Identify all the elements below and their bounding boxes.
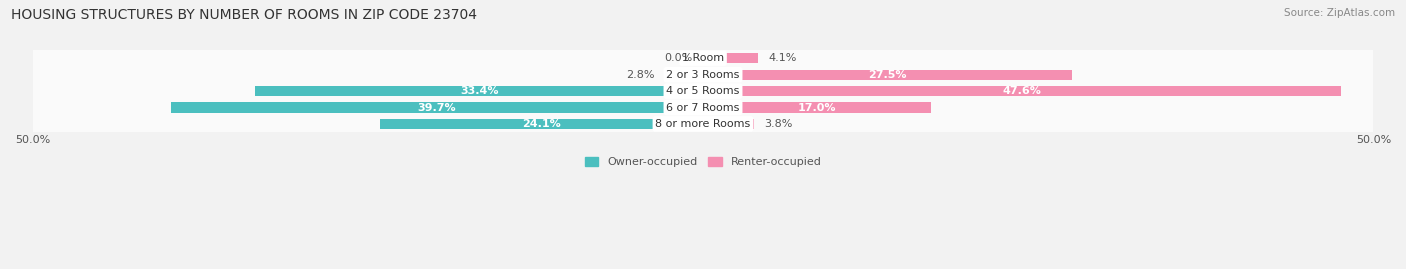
Text: 39.7%: 39.7% — [418, 102, 456, 112]
Text: 17.0%: 17.0% — [797, 102, 837, 112]
Bar — [32, 99, 1374, 116]
Text: 2 or 3 Rooms: 2 or 3 Rooms — [666, 70, 740, 80]
Text: 1 Room: 1 Room — [682, 53, 724, 63]
Bar — [380, 119, 703, 129]
Bar — [703, 119, 754, 129]
Bar — [170, 102, 703, 113]
Text: 4 or 5 Rooms: 4 or 5 Rooms — [666, 86, 740, 96]
Text: 6 or 7 Rooms: 6 or 7 Rooms — [666, 102, 740, 112]
Bar — [32, 66, 1374, 83]
Bar — [703, 53, 758, 63]
Bar — [32, 50, 1374, 66]
Bar — [256, 86, 703, 96]
Text: 33.4%: 33.4% — [460, 86, 498, 96]
Text: 4.1%: 4.1% — [769, 53, 797, 63]
Bar — [703, 86, 1341, 96]
Text: 8 or more Rooms: 8 or more Rooms — [655, 119, 751, 129]
Text: 3.8%: 3.8% — [765, 119, 793, 129]
Bar — [703, 70, 1071, 80]
Text: 24.1%: 24.1% — [522, 119, 561, 129]
Text: HOUSING STRUCTURES BY NUMBER OF ROOMS IN ZIP CODE 23704: HOUSING STRUCTURES BY NUMBER OF ROOMS IN… — [11, 8, 477, 22]
Text: Source: ZipAtlas.com: Source: ZipAtlas.com — [1284, 8, 1395, 18]
Bar — [665, 70, 703, 80]
Text: 47.6%: 47.6% — [1002, 86, 1042, 96]
Bar — [32, 83, 1374, 99]
Text: 27.5%: 27.5% — [868, 70, 907, 80]
Bar — [32, 116, 1374, 132]
Text: 0.0%: 0.0% — [664, 53, 692, 63]
Bar — [703, 102, 931, 113]
Text: 2.8%: 2.8% — [626, 70, 655, 80]
Legend: Owner-occupied, Renter-occupied: Owner-occupied, Renter-occupied — [581, 153, 825, 172]
